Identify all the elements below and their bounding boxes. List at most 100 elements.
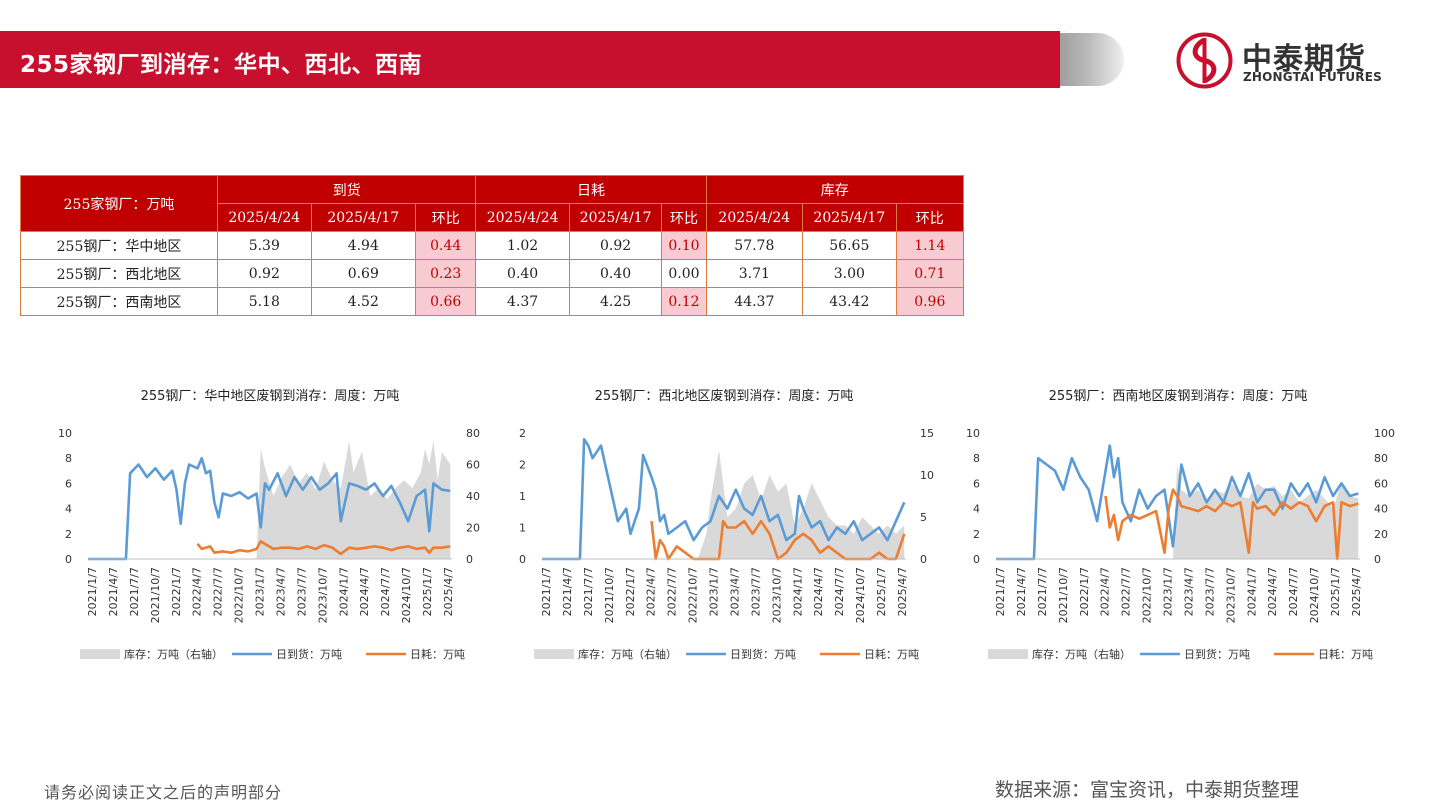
y-right-tick-label: 60 (466, 459, 480, 472)
x-tick-label: 2021/7/7 (582, 567, 595, 616)
chart-title: 255钢厂：华中地区废钢到消存：周度：万吨 (141, 388, 400, 404)
x-tick-label: 2025/4/7 (1350, 567, 1363, 616)
table-subheader-row: 2025/4/24 2025/4/17 环比 2025/4/24 2025/4/17 环比… (21, 203, 965, 232)
x-tick-label: 2023/1/7 (708, 567, 721, 616)
footer-source: 数据来源：富宝资讯，中泰期货整理 (995, 779, 1300, 801)
series-inventory-area (1172, 464, 1359, 559)
x-tick-label: 2025/4/7 (442, 567, 455, 616)
chart-title: 255钢厂：西北地区废钢到消存：周度：万吨 (595, 388, 854, 404)
table-cell: 43.42 (802, 287, 897, 316)
x-tick-label: 2024/7/7 (1287, 567, 1300, 616)
series-arrival-line (542, 438, 906, 561)
x-tick-label: 2022/7/7 (1120, 567, 1133, 616)
y-right-tick-label: 80 (1374, 452, 1388, 465)
table-cell: 0.10 (661, 231, 707, 260)
table-cell: 57.78 (705, 231, 804, 260)
x-tick-label: 2024/1/7 (1245, 567, 1258, 616)
legend-swatch-inventory (534, 649, 574, 659)
table-header-row: 255家钢厂：万吨 到货 日耗 库存 (19, 175, 965, 232)
y-right-tick-label: 0 (1374, 553, 1381, 566)
legend-label: 日到货：万吨 (276, 647, 342, 661)
y-right-tick-label: 10 (920, 469, 934, 482)
series-inventory-area (697, 449, 905, 559)
group-header-consumption: 日耗 (475, 175, 707, 204)
y-right-tick-label: 40 (466, 490, 480, 503)
y-left-tick-label: 6 (65, 477, 72, 490)
table-cell: 0.71 (895, 259, 965, 288)
y-left-tick-label: 0 (519, 553, 526, 566)
x-tick-label: 2024/1/7 (337, 567, 350, 616)
y-left-tick-label: 2 (973, 528, 980, 541)
subheader-cell: 2025/4/17 (310, 203, 417, 232)
legend-label: 库存：万吨（右轴） (578, 647, 677, 661)
x-tick-label: 2024/1/7 (791, 567, 804, 616)
x-tick-label: 2021/10/7 (603, 567, 616, 623)
table-cell: 0.69 (310, 259, 417, 288)
x-tick-label: 2025/4/7 (896, 567, 909, 616)
subheader-cell: 2025/4/24 (217, 203, 312, 232)
y-left-tick-label: 2 (519, 459, 526, 472)
y-left-tick-label: 6 (973, 477, 980, 490)
legend-label: 库存：万吨（右轴） (1032, 647, 1131, 661)
chart-title: 255钢厂：西南地区废钢到消存：周度：万吨 (1049, 388, 1308, 404)
x-tick-label: 2023/10/7 (316, 567, 329, 623)
legend-label: 日耗：万吨 (410, 648, 465, 661)
series-consumption-line (1104, 488, 1359, 561)
table-cell: 0.92 (568, 231, 663, 260)
y-left-tick-label: 1 (519, 490, 526, 503)
table-cell: 0.23 (415, 259, 477, 288)
table-cell: 1.14 (895, 231, 965, 260)
x-tick-label: 2024/4/7 (812, 567, 825, 616)
y-left-tick-label: 10 (58, 427, 72, 440)
y-right-tick-label: 100 (1374, 427, 1395, 440)
row-label: 255钢厂：西南地区 (19, 287, 219, 316)
x-tick-label: 2024/7/7 (379, 567, 392, 616)
x-tick-label: 2021/1/7 (86, 567, 99, 616)
table-cell: 0.40 (475, 259, 570, 288)
legend-swatch-inventory (80, 649, 120, 659)
legend-label: 库存：万吨（右轴） (124, 647, 223, 661)
x-tick-label: 2021/4/7 (1015, 567, 1028, 616)
x-tick-label: 2023/4/7 (728, 567, 741, 616)
y-right-tick-label: 80 (466, 427, 480, 440)
table-cell: 44.37 (705, 287, 804, 316)
logo-name-en: ZHONGTAI FUTURES (1243, 70, 1382, 84)
table-cell: 0.44 (415, 231, 477, 260)
table-cell: 4.25 (568, 287, 663, 316)
x-tick-label: 2024/10/7 (854, 567, 867, 623)
y-right-tick-label: 0 (466, 553, 473, 566)
x-tick-label: 2025/1/7 (1329, 567, 1342, 616)
y-left-tick-label: 2 (519, 427, 526, 440)
group-header-inventory: 库存 (705, 175, 965, 204)
y-left-tick-label: 2 (65, 528, 72, 541)
table-cell: 5.39 (217, 231, 312, 260)
y-right-tick-label: 0 (920, 553, 927, 566)
x-tick-label: 2022/10/7 (233, 567, 246, 623)
x-tick-label: 2021/4/7 (107, 567, 120, 616)
table-cell: 0.12 (661, 287, 707, 316)
y-left-tick-label: 0 (973, 553, 980, 566)
x-tick-label: 2023/4/7 (1182, 567, 1195, 616)
x-tick-label: 2022/10/7 (687, 567, 700, 623)
y-left-tick-label: 1 (519, 522, 526, 535)
x-tick-label: 2021/4/7 (561, 567, 574, 616)
x-tick-label: 2024/4/7 (358, 567, 371, 616)
x-tick-label: 2022/1/7 (1078, 567, 1091, 616)
table-cell: 3.71 (705, 259, 804, 288)
x-tick-label: 2024/4/7 (1266, 567, 1279, 616)
y-right-tick-label: 40 (1374, 503, 1388, 516)
x-tick-label: 2024/7/7 (833, 567, 846, 616)
subheader-cell: 2025/4/17 (802, 203, 897, 232)
group-header-arrival: 到货 (217, 175, 477, 204)
chart-southwest: 255钢厂：西南地区废钢到消存：周度：万吨 0 2 4 6 8 10 0 20 40 60 80 100… (960, 380, 1400, 670)
y-left-tick-label: 4 (973, 503, 980, 516)
x-tick-label: 2022/7/7 (212, 567, 225, 616)
subheader-cell: 2025/4/24 (705, 203, 804, 232)
page-title: 255家钢厂到消存：华中、西北、西南 (20, 52, 423, 78)
legend-label: 日耗：万吨 (864, 648, 919, 661)
table-cell: 0.66 (415, 287, 477, 316)
table-cell: 5.18 (217, 287, 312, 316)
x-tick-label: 2021/1/7 (540, 567, 553, 616)
subheader-cell: 环比 (415, 203, 477, 232)
row-label: 255钢厂：西北地区 (19, 259, 219, 288)
